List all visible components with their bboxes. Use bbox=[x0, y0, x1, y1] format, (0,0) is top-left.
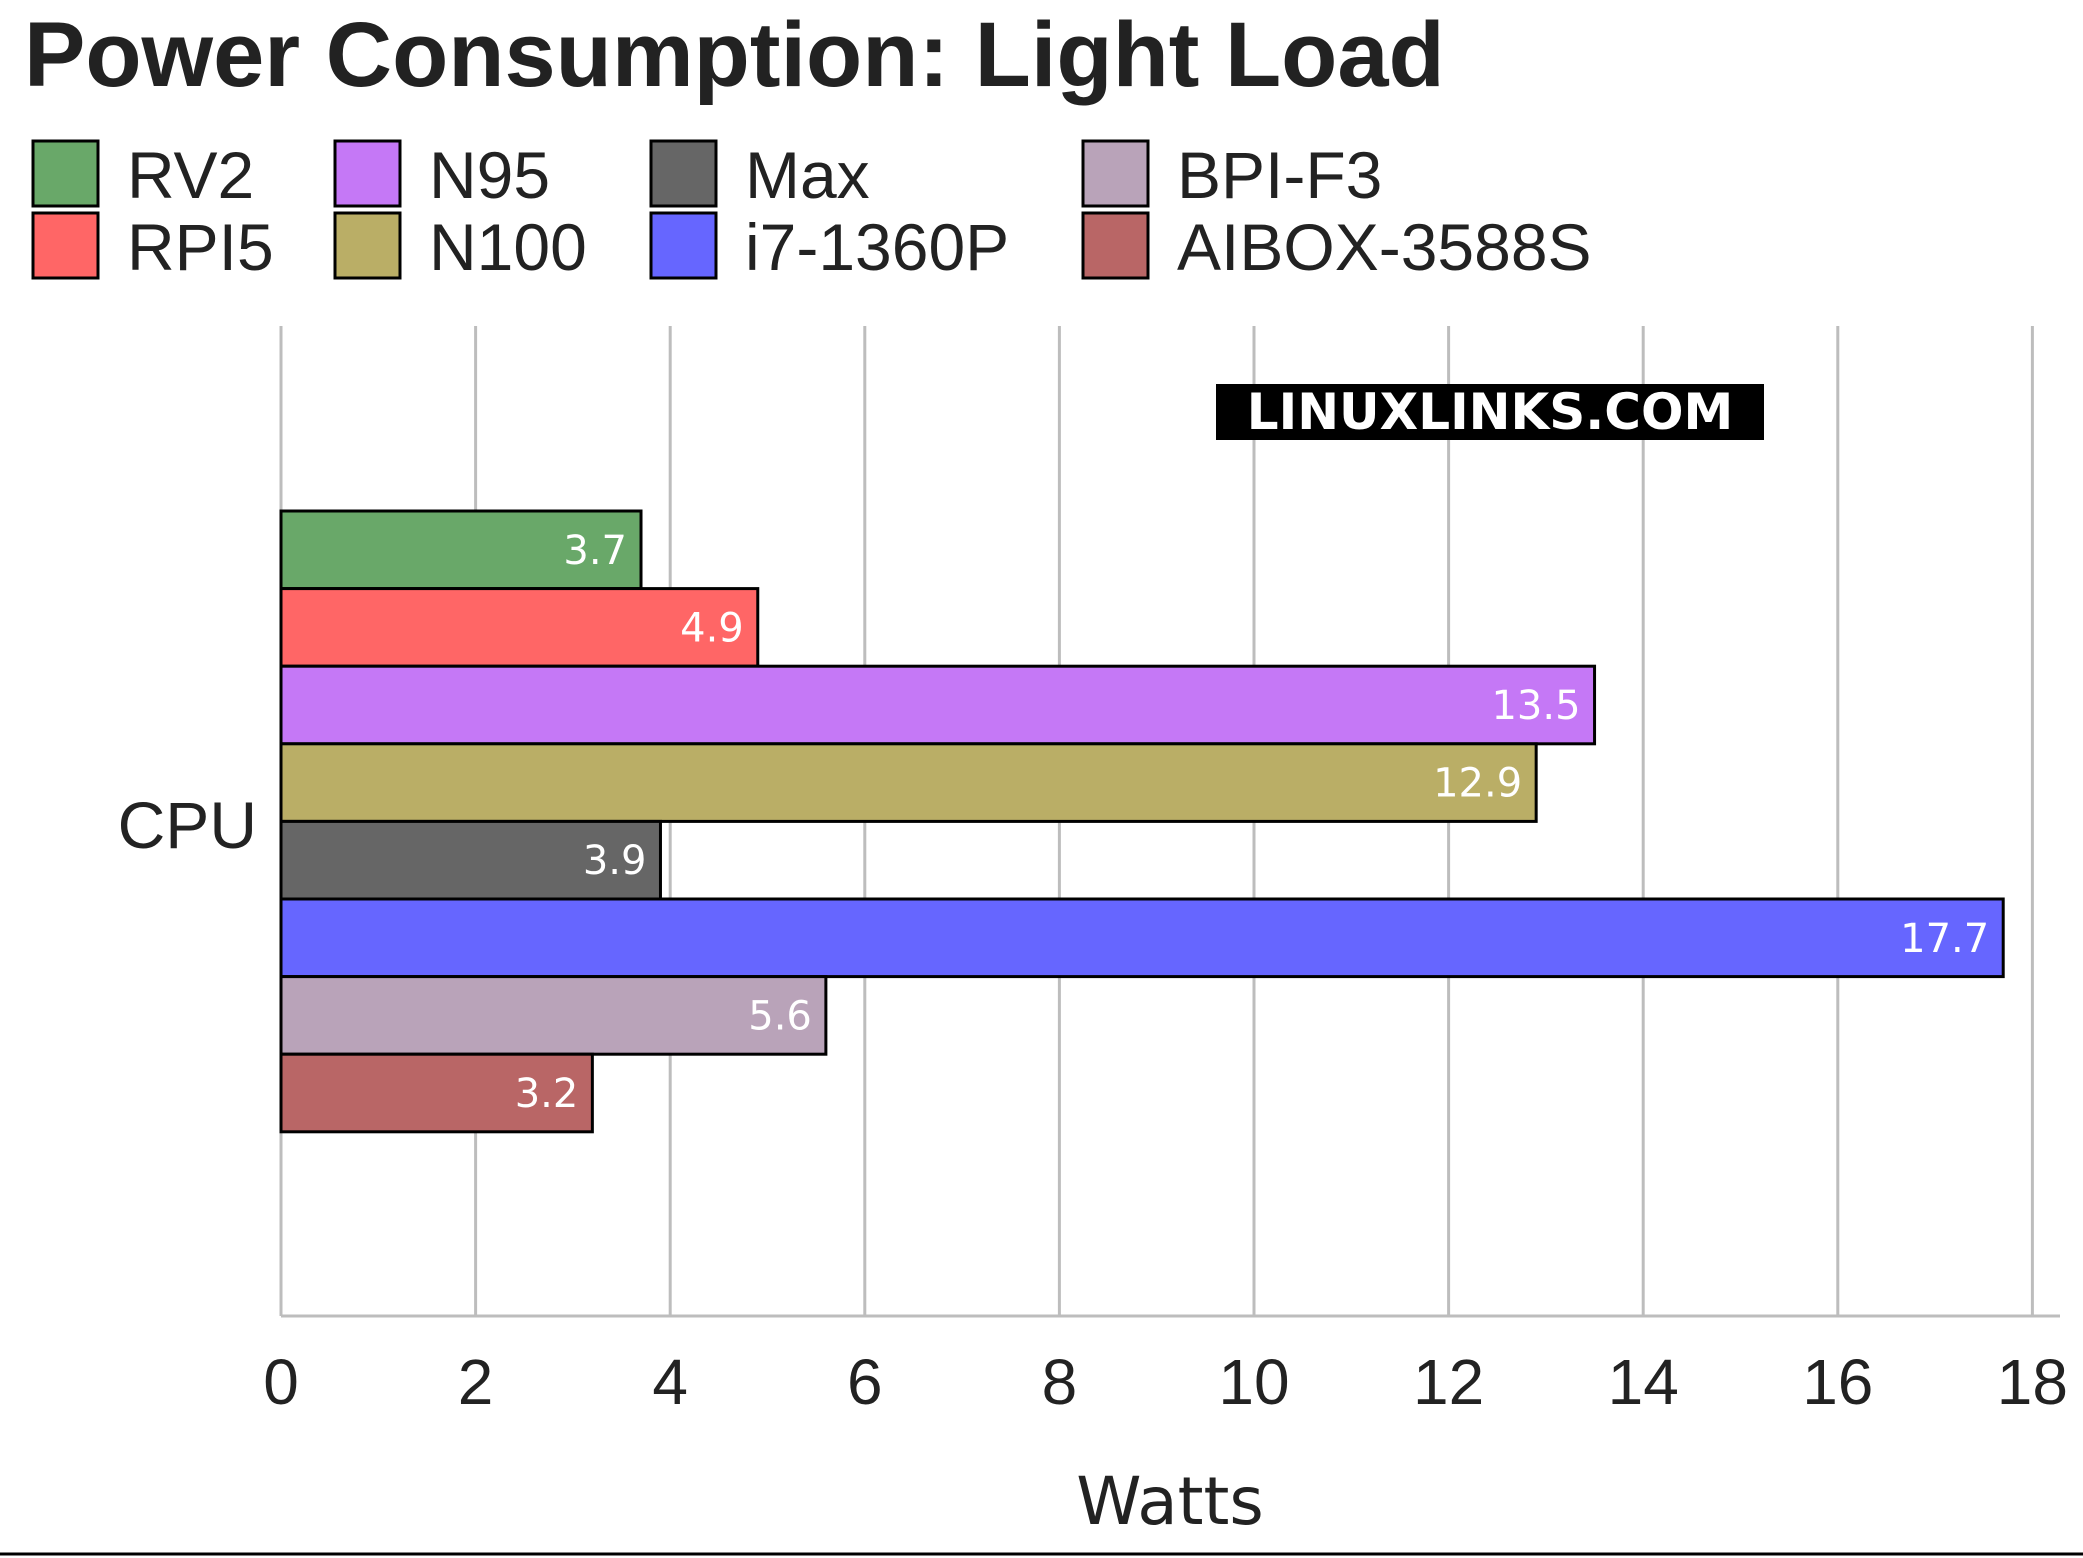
data-label: 17.7 bbox=[1900, 916, 1989, 962]
legend-swatch bbox=[333, 211, 402, 280]
x-tick-label: 0 bbox=[263, 1346, 299, 1418]
legend-label: RV2 bbox=[127, 138, 254, 212]
legend-label: BPI-F3 bbox=[1177, 138, 1382, 212]
x-tick-label: 14 bbox=[1608, 1346, 1679, 1418]
x-tick-label: 18 bbox=[1997, 1346, 2068, 1418]
data-label: 3.9 bbox=[583, 838, 647, 884]
legend-label: RPI5 bbox=[127, 210, 274, 284]
legend-label: i7-1360P bbox=[745, 210, 1009, 284]
legend-swatch bbox=[1081, 211, 1150, 280]
data-label: 3.2 bbox=[515, 1071, 579, 1117]
data-label: 5.6 bbox=[748, 993, 812, 1039]
bar-aibox-3588s bbox=[279, 1052, 594, 1134]
data-label: 13.5 bbox=[1491, 683, 1580, 729]
data-label: 4.9 bbox=[680, 605, 744, 651]
bar-n100 bbox=[279, 742, 1538, 823]
bar-max bbox=[279, 819, 662, 901]
x-tick-label: 4 bbox=[652, 1346, 688, 1418]
legend-swatch bbox=[649, 211, 718, 280]
category-label: CPU bbox=[118, 788, 257, 862]
watermark-background bbox=[1216, 384, 1764, 440]
data-label: 12.9 bbox=[1433, 761, 1522, 807]
legend-label: N95 bbox=[429, 138, 550, 212]
legend-swatch bbox=[31, 139, 100, 208]
legend-label: AIBOX-3588S bbox=[1177, 210, 1592, 284]
bar-n95 bbox=[279, 664, 1597, 746]
bars: 3.7 4.9 13.5 12.9 3.9 17.7 5.6 3.2 bbox=[279, 509, 2005, 1134]
legend-swatch bbox=[333, 139, 402, 208]
watermark-text: LINUXLINKS.COM bbox=[1247, 383, 1733, 441]
legend-label: Max bbox=[745, 138, 870, 212]
data-label: 3.7 bbox=[563, 528, 627, 574]
bar-i7-1360p bbox=[279, 897, 2005, 979]
x-tick-label: 6 bbox=[847, 1346, 883, 1418]
chart-title: Power Consumption: Light Load bbox=[24, 4, 1445, 106]
bar-rv2 bbox=[279, 509, 643, 591]
x-tick-label: 16 bbox=[1802, 1346, 1873, 1418]
legend-swatch bbox=[649, 139, 718, 208]
x-tick-label: 10 bbox=[1218, 1346, 1289, 1418]
x-tick-label: 12 bbox=[1413, 1346, 1484, 1418]
x-tick-label: 2 bbox=[458, 1346, 494, 1418]
x-axis-title: Watts bbox=[1076, 1463, 1264, 1540]
x-tick-label: 8 bbox=[1042, 1346, 1078, 1418]
watermark: LINUXLINKS.COM bbox=[1216, 383, 1764, 441]
x-axis: 0 2 4 6 8 10 12 14 16 18 bbox=[263, 1314, 2068, 1418]
legend-swatch bbox=[31, 211, 100, 280]
legend-label: N100 bbox=[429, 210, 587, 284]
bar-bpi-f3 bbox=[279, 975, 828, 1056]
legend-swatch bbox=[1081, 139, 1150, 208]
